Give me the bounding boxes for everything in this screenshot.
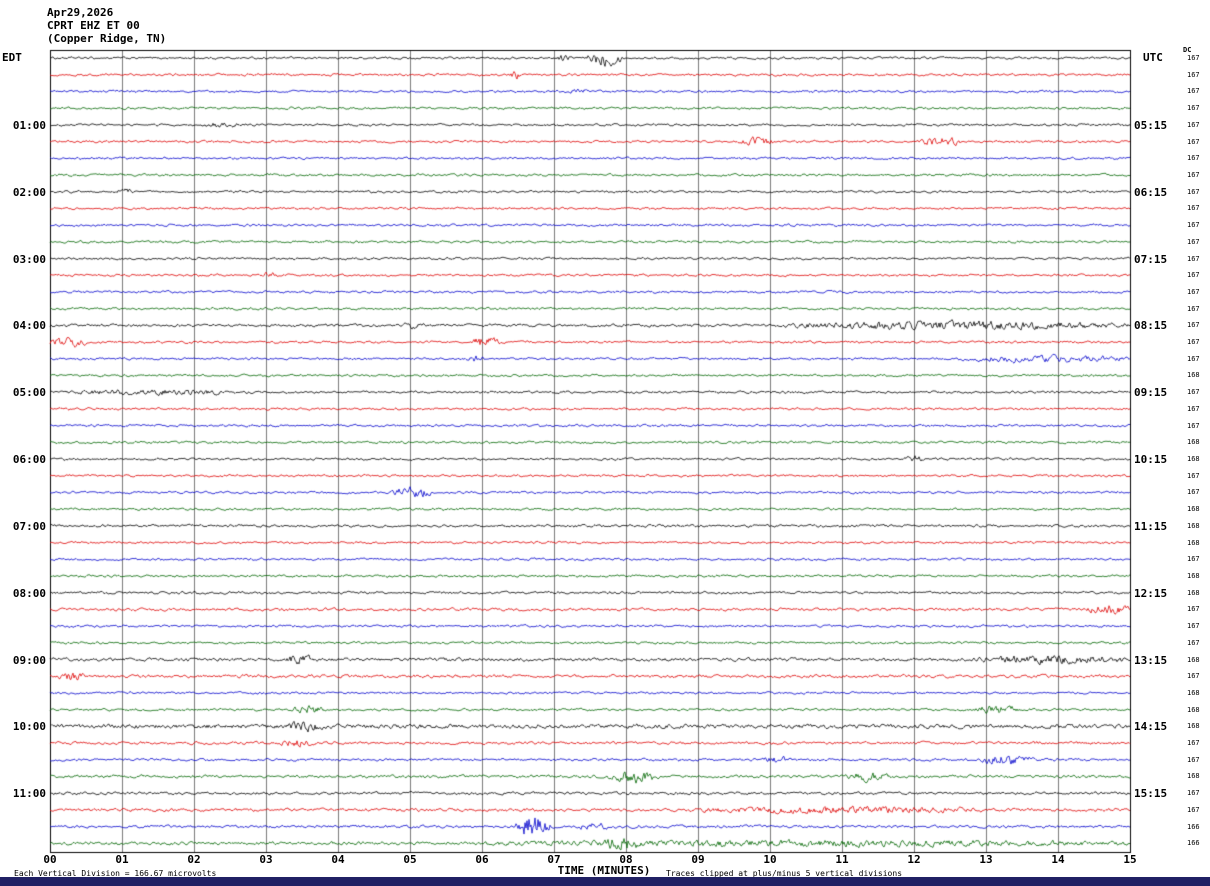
right-time-label: 10:15 — [1134, 453, 1168, 467]
dc-value: 168 — [1187, 655, 1200, 664]
dc-value: 167 — [1187, 221, 1200, 230]
dc-value: 167 — [1187, 154, 1200, 163]
left-time-label: 02:00 — [12, 185, 46, 199]
left-time-label: 08:00 — [12, 586, 46, 600]
x-tick-label: 10 — [763, 853, 777, 866]
left-time-label: 05:00 — [12, 386, 46, 400]
x-tick-label: 03 — [259, 853, 273, 866]
left-time-label: 10:00 — [12, 720, 46, 734]
footer-clip-note: Traces clipped at plus/minus 5 vertical … — [666, 869, 903, 878]
dc-value: 168 — [1187, 688, 1200, 697]
x-tick-label: 09 — [691, 853, 705, 866]
dc-value: 167 — [1187, 137, 1200, 146]
dc-value: 167 — [1187, 120, 1200, 129]
dc-value: 167 — [1187, 87, 1200, 96]
x-tick-label: 00 — [43, 853, 57, 866]
footer-scale-note: Each Vertical Division = 166.67 microvol… — [14, 869, 217, 878]
dc-value: 168 — [1187, 438, 1200, 447]
right-time-label: 05:15 — [1134, 118, 1168, 132]
dc-value: 167 — [1187, 187, 1200, 196]
dc-value: 167 — [1187, 638, 1200, 647]
right-time-label: 11:15 — [1134, 519, 1168, 533]
x-tick-label: 14 — [1051, 853, 1065, 866]
dc-value: 168 — [1187, 705, 1200, 714]
right-time-label: 09:15 — [1134, 386, 1168, 400]
right-time-label: 07:15 — [1134, 252, 1168, 266]
dc-value: 167 — [1187, 271, 1200, 280]
x-tick-label: 05 — [403, 853, 417, 866]
x-tick-label: 07 — [547, 853, 561, 866]
dc-value: 166 — [1187, 822, 1200, 831]
dc-value: 167 — [1187, 321, 1200, 330]
x-tick-label: 04 — [331, 853, 345, 866]
dc-value: 167 — [1187, 672, 1200, 681]
dc-value: 167 — [1187, 404, 1200, 413]
x-axis-label: TIME (MINUTES) — [557, 864, 651, 877]
dc-value: 168 — [1187, 538, 1200, 547]
left-time-label: 07:00 — [12, 519, 46, 533]
left-time-label: 04:00 — [12, 319, 46, 333]
dc-value: 167 — [1187, 471, 1200, 480]
left-time-label: 06:00 — [12, 453, 46, 467]
dc-value: 168 — [1187, 455, 1200, 464]
dc-value: 167 — [1187, 287, 1200, 296]
dc-value: 168 — [1187, 772, 1200, 781]
x-tick-label: 02 — [187, 853, 201, 866]
dc-value: 167 — [1187, 488, 1200, 497]
dc-value: 167 — [1187, 54, 1200, 63]
dc-value: 167 — [1187, 789, 1200, 798]
dc-value: 168 — [1187, 588, 1200, 597]
left-time-label: 11:00 — [12, 787, 46, 801]
dc-value: 167 — [1187, 555, 1200, 564]
dc-value: 168 — [1187, 505, 1200, 514]
dc-value: 167 — [1187, 354, 1200, 363]
dc-value: 167 — [1187, 622, 1200, 631]
dc-value: 167 — [1187, 170, 1200, 179]
dc-value: 167 — [1187, 70, 1200, 79]
x-tick-label: 15 — [1123, 853, 1137, 866]
x-tick-label: 08 — [619, 853, 633, 866]
x-tick-label: 11 — [835, 853, 849, 866]
dc-value: 167 — [1187, 805, 1200, 814]
dc-value: 167 — [1187, 755, 1200, 764]
dc-value: 167 — [1187, 338, 1200, 347]
right-time-label: 14:15 — [1134, 720, 1168, 734]
right-time-label: 13:15 — [1134, 653, 1168, 667]
dc-value: 167 — [1187, 204, 1200, 213]
dc-value: 168 — [1187, 521, 1200, 530]
right-time-label: 08:15 — [1134, 319, 1168, 333]
right-time-label: 15:15 — [1134, 787, 1168, 801]
right-time-label: 06:15 — [1134, 185, 1168, 199]
dc-value: 167 — [1187, 237, 1200, 246]
x-tick-label: 06 — [475, 853, 489, 866]
dc-value: 167 — [1187, 104, 1200, 113]
left-time-label: 09:00 — [12, 653, 46, 667]
dc-value: 167 — [1187, 388, 1200, 397]
x-tick-label: 13 — [979, 853, 993, 866]
left-time-label: 01:00 — [12, 118, 46, 132]
dc-value: 167 — [1187, 421, 1200, 430]
right-time-label: 12:15 — [1134, 586, 1168, 600]
dc-value: 168 — [1187, 722, 1200, 731]
dc-value: 166 — [1187, 839, 1200, 848]
dc-value: 167 — [1187, 739, 1200, 748]
dc-value: 167 — [1187, 304, 1200, 313]
dc-value: 167 — [1187, 254, 1200, 263]
x-tick-label: 01 — [115, 853, 129, 866]
left-time-label: 03:00 — [12, 252, 46, 266]
dc-value: 168 — [1187, 371, 1200, 380]
dc-value: 168 — [1187, 571, 1200, 580]
bottom-bar — [0, 877, 1210, 886]
x-tick-label: 12 — [907, 853, 921, 866]
dc-value: 167 — [1187, 605, 1200, 614]
